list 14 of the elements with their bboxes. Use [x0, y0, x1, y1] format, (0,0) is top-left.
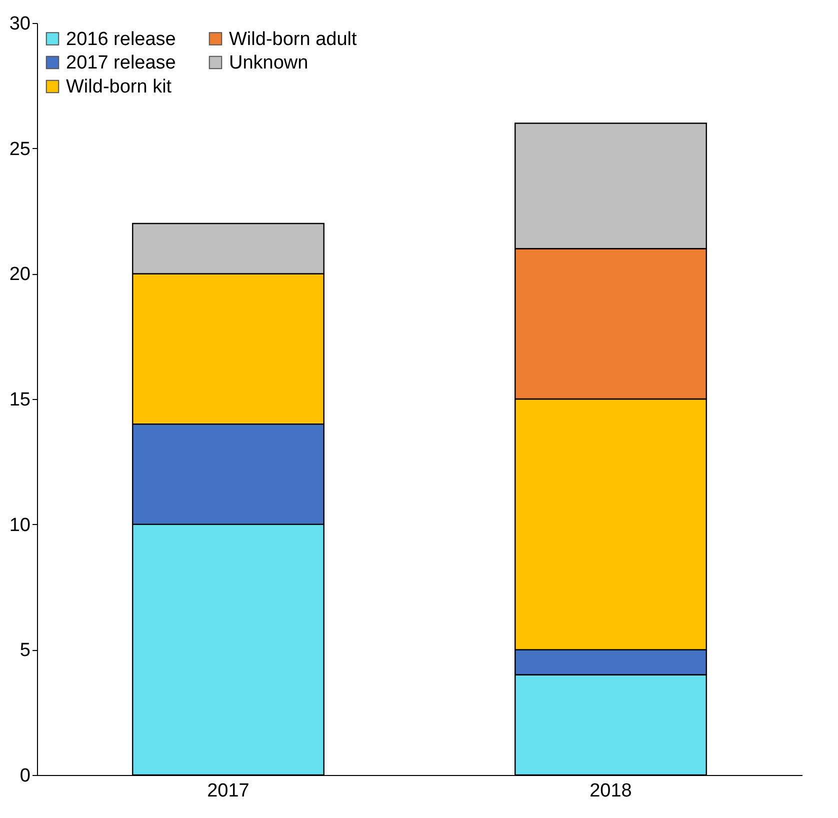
- y-tick-label: 10: [9, 514, 30, 536]
- y-tick-label: 15: [9, 390, 30, 410]
- x-tick-label: 2018: [590, 780, 632, 802]
- legend-label: Wild-born kit: [66, 76, 172, 98]
- x-tick-label: 2017: [207, 780, 250, 802]
- y-tick-label: 25: [9, 138, 30, 160]
- legend-label: Wild-born adult: [229, 28, 358, 50]
- legend-label: 2017 release: [66, 52, 176, 74]
- y-tick-label: 20: [9, 264, 30, 286]
- y-tick-label: 0: [20, 766, 30, 786]
- legend-label: 2016 release: [66, 28, 176, 50]
- y-tick-label: 5: [20, 640, 30, 662]
- y-tick-label: 30: [9, 14, 30, 34]
- legend-label: Unknown: [229, 52, 308, 74]
